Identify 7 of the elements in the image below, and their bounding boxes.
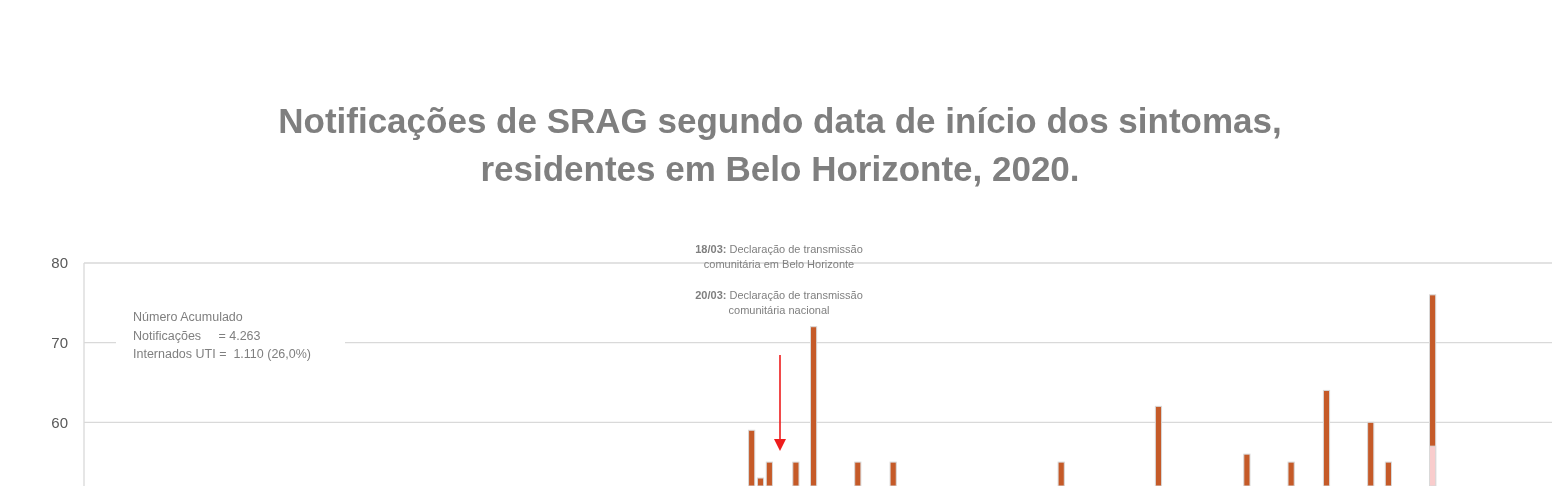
y-tick-label: 70	[51, 333, 68, 351]
annotation: Número Acumulado Notificações = 4.263 Internados UTI = 1.110 (26,0%)	[133, 310, 311, 361]
y-tick-label: 80	[51, 254, 68, 272]
chart-title: Notificações de SRAG segundo data de início dos sintomas, residentes em Belo Horizonte, 2020.	[278, 101, 1282, 188]
y-tick-label: 60	[51, 413, 68, 431]
annotation: 20/03: Declaração de transmissão comunitária nacional	[695, 289, 863, 316]
annotation: 18/03: Declaração de transmissão comunitária em Belo Horizonte	[695, 243, 863, 270]
